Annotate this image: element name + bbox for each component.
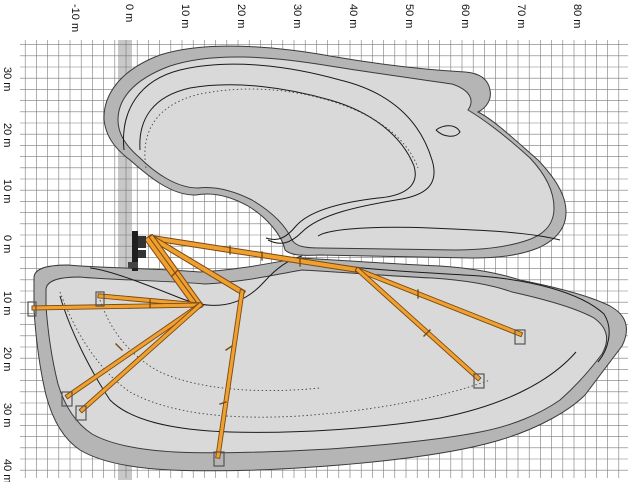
left-axis-label: 30 m — [1, 403, 13, 427]
dotted-range-curves — [59, 88, 491, 418]
range-curve — [435, 125, 461, 137]
left-axis-label: 30 m — [1, 67, 13, 91]
upper-envelope-inner — [117, 56, 555, 251]
range-curve — [59, 295, 577, 433]
top-axis-label: 10 m — [179, 4, 191, 28]
boom-right-lower — [354, 266, 482, 382]
booms — [27, 233, 526, 467]
top-axis-label: 40 m — [347, 4, 359, 28]
crane-base-icon — [128, 231, 146, 271]
range-curve — [139, 84, 416, 240]
left-axis-label: 10 m — [1, 291, 13, 315]
top-axis-label: 0 m — [123, 4, 135, 22]
jibs-left — [31, 293, 204, 414]
left-axis-label: 20 m — [1, 347, 13, 371]
range-curves — [59, 63, 610, 433]
top-axis-label: 50 m — [403, 4, 415, 28]
boom-long-right — [148, 234, 524, 338]
top-axis-label: 30 m — [291, 4, 303, 28]
left-axis: 30 m 20 m 10 m 0 m 10 m 20 m 30 m 40 m — [1, 67, 13, 482]
boom-center — [147, 233, 247, 459]
top-axis-label: 60 m — [459, 4, 471, 28]
dotted-range-curve — [144, 88, 419, 169]
top-axis: -10 m 0 m 10 m 20 m 30 m 40 m 50 m 60 m … — [69, 4, 583, 32]
hook-ends — [27, 291, 526, 467]
top-axis-label: 20 m — [235, 4, 247, 28]
dotted-range-curve — [99, 299, 321, 392]
boom-joints — [115, 245, 431, 405]
top-axis-label: 80 m — [571, 4, 583, 28]
range-curve — [319, 261, 610, 363]
left-axis-label: 0 m — [1, 235, 13, 253]
top-axis-label: -10 m — [69, 4, 81, 32]
range-curve — [317, 226, 561, 241]
top-axis-label: 70 m — [515, 4, 527, 28]
left-axis-label: 20 m — [1, 123, 13, 147]
range-curve — [89, 255, 303, 306]
dotted-range-curve — [59, 291, 491, 418]
left-axis-label: 10 m — [1, 179, 13, 203]
range-curve — [123, 63, 435, 244]
left-axis-label: 40 m — [1, 459, 13, 482]
